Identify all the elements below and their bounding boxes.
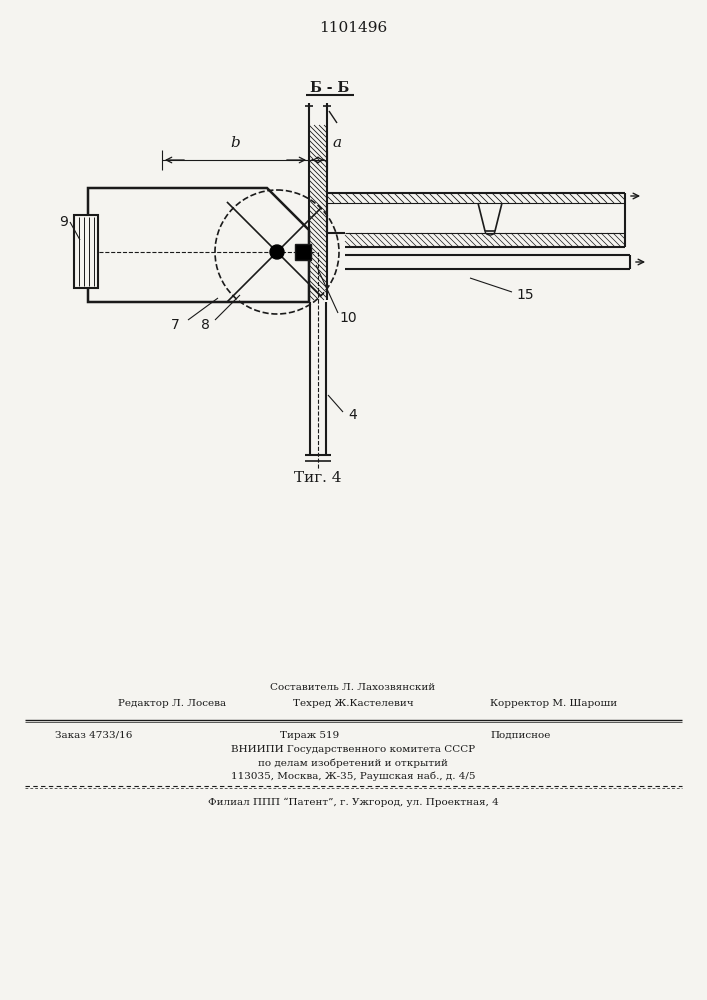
Text: ВНИИПИ Государственного комитета СССР: ВНИИПИ Государственного комитета СССР [231, 746, 475, 754]
Text: 4: 4 [349, 408, 357, 422]
Text: Филиал ППП “Патент”, г. Ужгород, ул. Проектная, 4: Филиал ППП “Патент”, г. Ужгород, ул. Про… [208, 797, 498, 807]
Text: Составитель Л. Лахозвянский: Составитель Л. Лахозвянский [271, 684, 436, 692]
Circle shape [270, 245, 284, 259]
Text: 113035, Москва, Ж-35, Раушская наб., д. 4/5: 113035, Москва, Ж-35, Раушская наб., д. … [230, 771, 475, 781]
Text: 10: 10 [339, 311, 357, 325]
Bar [295, 244, 311, 260]
Text: Редактор Л. Лосева: Редактор Л. Лосева [118, 700, 226, 708]
Text: Подписное: Подписное [490, 730, 550, 740]
Polygon shape [88, 188, 309, 302]
Text: Заказ 4733/16: Заказ 4733/16 [55, 730, 132, 740]
Text: по делам изобретений и открытий: по делам изобретений и открытий [258, 758, 448, 768]
Text: Техред Ж.Кастелевич: Техред Ж.Кастелевич [293, 700, 414, 708]
Text: a: a [332, 136, 341, 150]
Bar [309, 125, 327, 300]
Text: 9: 9 [59, 215, 68, 229]
Text: Корректор М. Шароши: Корректор М. Шароши [490, 700, 617, 708]
Text: Τиг. 4: Τиг. 4 [294, 471, 341, 485]
Text: b: b [230, 136, 240, 150]
Text: Тираж 519: Тираж 519 [280, 730, 339, 740]
Text: 15: 15 [516, 288, 534, 302]
Text: 7: 7 [170, 318, 180, 332]
Text: 8: 8 [201, 318, 209, 332]
Bar [345, 233, 625, 247]
Text: 1101496: 1101496 [319, 21, 387, 35]
Bar [74, 215, 98, 288]
Text: Б - Б: Б - Б [310, 81, 350, 95]
Bar [327, 193, 625, 203]
